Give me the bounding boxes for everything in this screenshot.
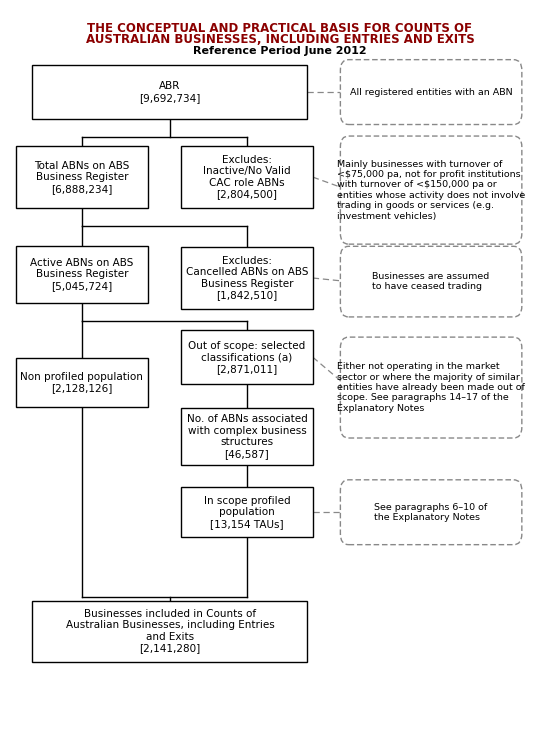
- FancyBboxPatch shape: [16, 147, 148, 208]
- Text: Reference Period June 2012: Reference Period June 2012: [193, 46, 367, 56]
- Text: Businesses are assumed
to have ceased trading: Businesses are assumed to have ceased tr…: [372, 272, 490, 292]
- Text: Active ABNs on ABS
Business Register
[5,045,724]: Active ABNs on ABS Business Register [5,…: [30, 258, 134, 291]
- FancyBboxPatch shape: [16, 358, 148, 407]
- FancyBboxPatch shape: [181, 330, 313, 384]
- FancyBboxPatch shape: [181, 487, 313, 537]
- FancyBboxPatch shape: [340, 480, 522, 545]
- Text: Out of scope: selected
classifications (a)
[2,871,011]: Out of scope: selected classifications (…: [188, 340, 306, 374]
- FancyBboxPatch shape: [32, 65, 307, 119]
- Text: No. of ABNs associated
with complex business
structures
[46,587]: No. of ABNs associated with complex busi…: [187, 414, 307, 459]
- Text: Non profiled population
[2,128,126]: Non profiled population [2,128,126]: [21, 372, 143, 394]
- FancyBboxPatch shape: [340, 337, 522, 438]
- Text: AUSTRALIAN BUSINESSES, INCLUDING ENTRIES AND EXITS: AUSTRALIAN BUSINESSES, INCLUDING ENTRIES…: [86, 33, 474, 46]
- Text: See paragraphs 6–10 of
the Explanatory Notes: See paragraphs 6–10 of the Explanatory N…: [375, 502, 488, 522]
- Text: Either not operating in the market
sector or where the majority of similar
entit: Either not operating in the market secto…: [337, 362, 525, 413]
- FancyBboxPatch shape: [16, 246, 148, 303]
- FancyBboxPatch shape: [32, 601, 307, 662]
- Text: Mainly businesses with turnover of
<$75,000 pa, not for profit institutions
with: Mainly businesses with turnover of <$75,…: [337, 160, 525, 221]
- FancyBboxPatch shape: [181, 247, 313, 308]
- FancyBboxPatch shape: [340, 136, 522, 244]
- Text: Excludes:
Cancelled ABNs on ABS
Business Register
[1,842,510]: Excludes: Cancelled ABNs on ABS Business…: [186, 256, 308, 300]
- Text: Excludes:
Inactive/No Valid
CAC role ABNs
[2,804,500]: Excludes: Inactive/No Valid CAC role ABN…: [203, 155, 291, 200]
- FancyBboxPatch shape: [181, 408, 313, 465]
- Text: Businesses included in Counts of
Australian Businesses, including Entries
and Ex: Businesses included in Counts of Austral…: [65, 609, 274, 653]
- FancyBboxPatch shape: [340, 60, 522, 125]
- FancyBboxPatch shape: [181, 147, 313, 208]
- Text: In scope profiled
population
[13,154 TAUs]: In scope profiled population [13,154 TAU…: [203, 496, 290, 529]
- Text: All registered entities with an ABN: All registered entities with an ABN: [350, 87, 513, 96]
- Text: ABR
[9,692,734]: ABR [9,692,734]: [139, 82, 201, 103]
- Text: THE CONCEPTUAL AND PRACTICAL BASIS FOR COUNTS OF: THE CONCEPTUAL AND PRACTICAL BASIS FOR C…: [87, 22, 472, 35]
- FancyBboxPatch shape: [340, 246, 522, 317]
- Text: Total ABNs on ABS
Business Register
[6,888,234]: Total ABNs on ABS Business Register [6,8…: [34, 160, 130, 194]
